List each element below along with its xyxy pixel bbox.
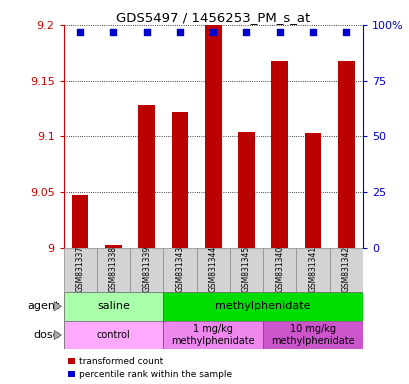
Bar	[238, 132, 254, 248]
Point	[342, 28, 348, 35]
Text: dose: dose	[33, 330, 59, 340]
Point	[309, 28, 315, 35]
Text: GSM831341: GSM831341	[308, 246, 317, 292]
Text: control: control	[97, 330, 130, 340]
Polygon shape	[54, 302, 61, 311]
Polygon shape	[54, 330, 61, 339]
Bar	[163, 321, 263, 349]
Legend: transformed count, percentile rank within the sample: transformed count, percentile rank withi…	[68, 357, 231, 379]
Text: GSM831342: GSM831342	[341, 246, 350, 292]
Point	[209, 28, 216, 35]
Text: methylphenidate: methylphenidate	[215, 301, 310, 311]
Bar	[163, 248, 196, 292]
Bar	[196, 248, 229, 292]
Text: GSM831343: GSM831343	[175, 246, 184, 292]
Text: 1 mg/kg
methylphenidate: 1 mg/kg methylphenidate	[171, 324, 254, 346]
Bar	[263, 321, 362, 349]
Bar	[72, 195, 88, 248]
Bar	[171, 112, 188, 248]
Text: GSM831337: GSM831337	[76, 246, 85, 292]
Bar	[296, 248, 329, 292]
Bar	[63, 248, 97, 292]
Text: GSM831345: GSM831345	[241, 246, 250, 292]
Bar	[204, 23, 221, 248]
Text: GSM831339: GSM831339	[142, 246, 151, 292]
Bar	[63, 292, 163, 321]
Bar	[163, 292, 362, 321]
Bar	[271, 61, 287, 248]
Text: agent: agent	[27, 301, 59, 311]
Bar	[97, 248, 130, 292]
Title: GDS5497 / 1456253_PM_s_at: GDS5497 / 1456253_PM_s_at	[116, 11, 310, 24]
Text: GSM831338: GSM831338	[109, 246, 118, 292]
Bar	[304, 133, 321, 248]
Bar	[263, 248, 296, 292]
Text: 10 mg/kg
methylphenidate: 10 mg/kg methylphenidate	[270, 324, 354, 346]
Point	[110, 28, 117, 35]
Point	[276, 28, 282, 35]
Point	[143, 28, 150, 35]
Bar	[105, 245, 121, 248]
Bar	[329, 248, 362, 292]
Bar	[229, 248, 263, 292]
Point	[176, 28, 183, 35]
Text: GSM831340: GSM831340	[274, 246, 283, 292]
Point	[77, 28, 83, 35]
Point	[243, 28, 249, 35]
Bar	[130, 248, 163, 292]
Bar	[138, 105, 155, 248]
Bar	[63, 321, 163, 349]
Bar	[337, 61, 354, 248]
Text: saline: saline	[97, 301, 130, 311]
Text: GSM831344: GSM831344	[208, 246, 217, 292]
